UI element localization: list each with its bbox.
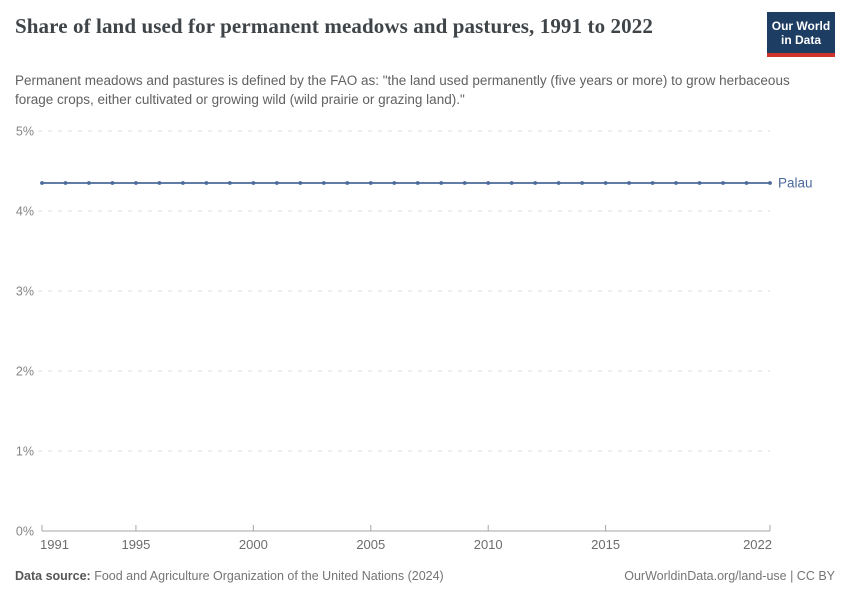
data-point [204, 181, 209, 185]
data-point [439, 181, 444, 185]
x-tick-label: 2015 [591, 537, 620, 552]
series-end-label: Palau [778, 176, 813, 191]
series-palau: Palau [40, 176, 813, 191]
data-point [697, 181, 702, 185]
y-gridlines [38, 130, 770, 532]
y-tick-label: 0% [16, 525, 34, 539]
data-point [63, 181, 68, 185]
data-point [744, 181, 749, 185]
x-axis: 1991 1995 2000 2005 2010 2015 2022 [40, 525, 772, 552]
data-point [509, 181, 514, 185]
license-credit-link[interactable]: OurWorldinData.org/land-use | CC BY [624, 569, 835, 583]
chart-subtitle: Permanent meadows and pastures is define… [15, 73, 790, 107]
y-tick-label: 4% [16, 205, 34, 219]
owid-logo-line1: Our World [771, 18, 831, 33]
y-tick-label: 3% [16, 285, 34, 299]
data-point [650, 181, 655, 185]
y-tick-label: 5% [16, 125, 34, 139]
x-tick-label: 2010 [474, 537, 503, 552]
y-tick-label: 1% [16, 445, 34, 459]
chart-footer: Data source: Food and Agriculture Organi… [15, 568, 835, 584]
data-point [110, 181, 115, 185]
data-source-label: Data source: [15, 569, 91, 583]
data-point [181, 181, 185, 185]
x-tick-label: 2000 [239, 537, 268, 552]
data-point [227, 181, 232, 185]
data-point [486, 181, 491, 185]
data-point [134, 181, 138, 185]
y-tick-label: 2% [16, 365, 34, 379]
data-point [40, 181, 44, 185]
data-point [321, 181, 326, 185]
y-axis-labels: 0% 1% 2% 3% 4% 5% [16, 125, 34, 539]
chart-title: Share of land used for permanent meadows… [15, 14, 653, 38]
x-tick-label: 1995 [121, 537, 150, 552]
data-point [345, 181, 350, 185]
data-point [298, 181, 303, 185]
data-point [533, 181, 538, 185]
owid-logo-line2: in Data [780, 32, 821, 47]
data-point [274, 181, 279, 185]
data-source-note: Data source: Food and Agriculture Organi… [15, 568, 444, 584]
x-tick-label: 1991 [40, 537, 69, 552]
data-source-text: Food and Agriculture Organization of the… [90, 569, 444, 583]
data-point [415, 181, 420, 185]
data-point [157, 181, 162, 185]
data-point [251, 181, 256, 185]
data-point [87, 181, 91, 185]
data-point [674, 181, 678, 185]
data-point [768, 181, 772, 185]
data-point [392, 181, 397, 185]
data-point [556, 181, 561, 185]
data-point [368, 181, 373, 185]
data-point [580, 181, 585, 185]
owid-logo[interactable]: Our World in Data [767, 12, 835, 57]
data-point [627, 181, 631, 185]
x-tick-label: 2022 [743, 537, 772, 552]
data-point [603, 181, 608, 185]
data-point [462, 181, 467, 185]
x-tick-label: 2005 [356, 537, 385, 552]
data-point [721, 181, 725, 185]
